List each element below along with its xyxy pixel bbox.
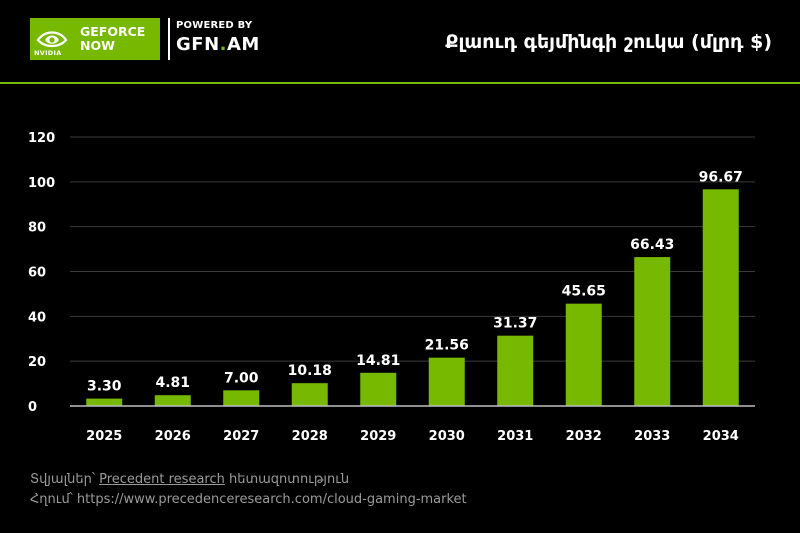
bar-2032: [565, 303, 602, 406]
y-tick-label: 100: [28, 176, 55, 191]
bar-2029: [360, 372, 397, 406]
gfn-dot: .: [219, 34, 227, 55]
gfn-text: GFN: [176, 34, 220, 55]
x-tick-label: 2030: [429, 429, 465, 444]
reference-url[interactable]: https://www.precedenceresearch.com/cloud…: [76, 492, 467, 507]
bar-2025: [86, 398, 123, 406]
x-tick-label: 2033: [634, 429, 670, 444]
am-text: AM: [226, 34, 260, 55]
reference-note: Հղում՝ https://www.precedenceresearch.co…: [30, 492, 467, 507]
x-axis-ticks: 2025 2026 2027 2028 2029 2030 2031 2032 2033 2034: [86, 429, 739, 444]
source-suffix: հետազոտություն: [224, 472, 350, 487]
header-bar: NVIDIA GEFORCE NOW POWERED BY GFN.AM Քլա…: [0, 0, 800, 84]
geforce-now-logo[interactable]: NVIDIA GEFORCE NOW: [30, 18, 160, 60]
bar-value-label: 45.65: [562, 284, 606, 300]
bar-2031: [497, 335, 534, 406]
x-tick-label: 2025: [86, 429, 122, 444]
chart-title: Քլաուդ գեյմինգի շուկա (մլրդ $): [445, 31, 772, 53]
bar-value-label: 3.30: [87, 379, 122, 395]
bar-value-label: 31.37: [493, 316, 537, 332]
source-prefix: Տվյալներ՝: [30, 472, 100, 487]
bar-value-labels: 3.30 4.81 7.00 10.18 14.81 21.56 31.37 45.65 66.…: [87, 169, 743, 394]
x-tick-label: 2034: [703, 429, 739, 444]
y-tick-label: 60: [28, 266, 46, 281]
source-note: Տվյալներ՝ Precedent research հետազոտությ…: [30, 472, 349, 487]
powered-by-label: POWERED BY: [176, 20, 253, 31]
bar-value-label: 66.43: [630, 237, 674, 253]
bar-value-label: 14.81: [356, 353, 400, 369]
bar-2027: [223, 390, 260, 406]
source-link[interactable]: Precedent research: [99, 472, 225, 487]
y-tick-label: 120: [28, 131, 55, 146]
geforce-now-wordmark: GEFORCE NOW: [80, 25, 145, 53]
logo-line-geforce: GEFORCE: [80, 24, 146, 39]
bar-2033: [634, 257, 671, 406]
bar-2034: [702, 189, 739, 406]
x-tick-label: 2031: [497, 429, 533, 444]
y-axis-ticks: 0 20 40 60 80 100 120: [28, 131, 55, 415]
logo-divider: [168, 18, 170, 60]
bar-2026: [154, 395, 191, 406]
y-tick-label: 80: [28, 221, 46, 236]
reference-prefix: Հղում՝: [30, 492, 77, 507]
x-tick-label: 2032: [566, 429, 602, 444]
bar-value-label: 7.00: [224, 370, 259, 386]
nvidia-wordmark: NVIDIA: [34, 49, 62, 57]
bar-value-label: 4.81: [155, 375, 190, 391]
y-tick-label: 40: [28, 310, 46, 325]
logo-line-now: NOW: [80, 38, 115, 53]
bar-value-label: 10.18: [288, 363, 332, 379]
bars: [86, 189, 739, 406]
x-tick-label: 2028: [292, 429, 328, 444]
x-tick-label: 2029: [360, 429, 396, 444]
nvidia-eye-icon: NVIDIA: [30, 18, 74, 60]
bar-value-label: 21.56: [425, 338, 469, 354]
bar-value-label: 96.67: [699, 169, 743, 185]
gfn-am-logo[interactable]: GFN.AM: [176, 34, 260, 55]
x-tick-label: 2026: [155, 429, 191, 444]
y-tick-label: 0: [28, 400, 37, 415]
bar-2028: [291, 383, 328, 406]
x-tick-label: 2027: [223, 429, 259, 444]
bar-2030: [428, 357, 465, 406]
y-tick-label: 20: [28, 355, 46, 370]
